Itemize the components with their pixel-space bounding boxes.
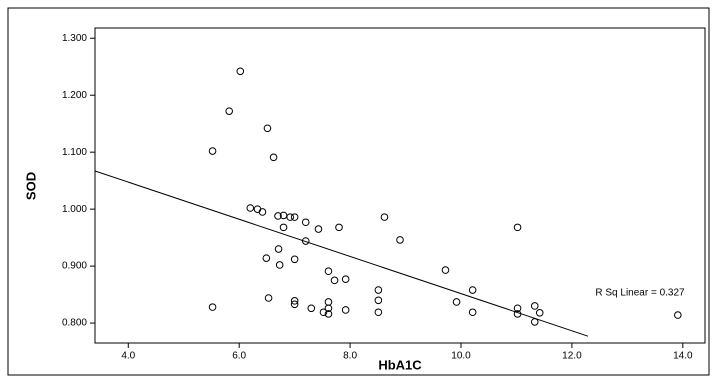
x-axis-title: HbA1C xyxy=(378,357,422,372)
fit-line xyxy=(94,170,589,337)
point xyxy=(275,261,284,269)
y-tick-label: 1.100 xyxy=(62,147,87,158)
point xyxy=(341,306,350,314)
point xyxy=(324,267,333,276)
point xyxy=(674,311,682,319)
point xyxy=(513,223,522,232)
outer-frame xyxy=(7,7,710,376)
point xyxy=(530,302,539,310)
point xyxy=(279,223,288,232)
point xyxy=(374,296,383,305)
point xyxy=(290,255,299,264)
point xyxy=(262,254,271,262)
point xyxy=(396,236,404,244)
y-tick-label: 0.800 xyxy=(62,318,87,329)
point xyxy=(319,308,328,317)
point xyxy=(225,107,233,115)
y-tick-label: 1.300 xyxy=(62,33,87,44)
point xyxy=(307,304,316,313)
x-tick-label: 14.0 xyxy=(673,351,693,362)
point xyxy=(286,213,295,221)
point xyxy=(246,204,255,212)
point xyxy=(269,153,278,162)
annotation: R Sq Linear = 0.327 xyxy=(595,288,685,299)
point xyxy=(341,275,350,284)
point xyxy=(324,298,333,306)
x-tick-label: 8.0 xyxy=(343,351,357,362)
point xyxy=(208,147,217,155)
point xyxy=(535,309,544,317)
point xyxy=(452,298,461,306)
y-axis-title: SOD xyxy=(23,172,38,200)
x-tick-label: 4.0 xyxy=(121,351,135,362)
point xyxy=(314,225,323,233)
point xyxy=(301,237,310,245)
point xyxy=(290,213,299,221)
point xyxy=(441,266,450,274)
point xyxy=(324,304,333,313)
point xyxy=(263,124,272,133)
point xyxy=(208,303,217,311)
point xyxy=(324,310,333,318)
point xyxy=(530,318,539,326)
x-tick-label: 12.0 xyxy=(562,351,582,362)
point xyxy=(335,223,343,232)
x-tick-label: 10.0 xyxy=(451,351,471,362)
point xyxy=(236,67,245,76)
point xyxy=(274,245,283,253)
point xyxy=(468,286,477,294)
point xyxy=(468,308,477,317)
point xyxy=(513,310,522,318)
point xyxy=(258,208,267,216)
point xyxy=(274,212,282,220)
point xyxy=(301,218,310,227)
y-tick-label: 1.200 xyxy=(62,90,87,101)
point xyxy=(330,276,339,285)
plot-frame xyxy=(94,27,706,344)
point xyxy=(374,308,383,317)
point xyxy=(374,286,383,294)
point xyxy=(290,300,299,309)
y-tick-label: 1.000 xyxy=(62,204,87,215)
point xyxy=(253,205,262,213)
point xyxy=(513,304,522,313)
y-tick-label: 0.900 xyxy=(62,261,87,272)
point xyxy=(264,294,273,302)
point xyxy=(290,297,299,305)
point xyxy=(380,213,389,221)
x-tick-label: 6.0 xyxy=(232,351,246,362)
